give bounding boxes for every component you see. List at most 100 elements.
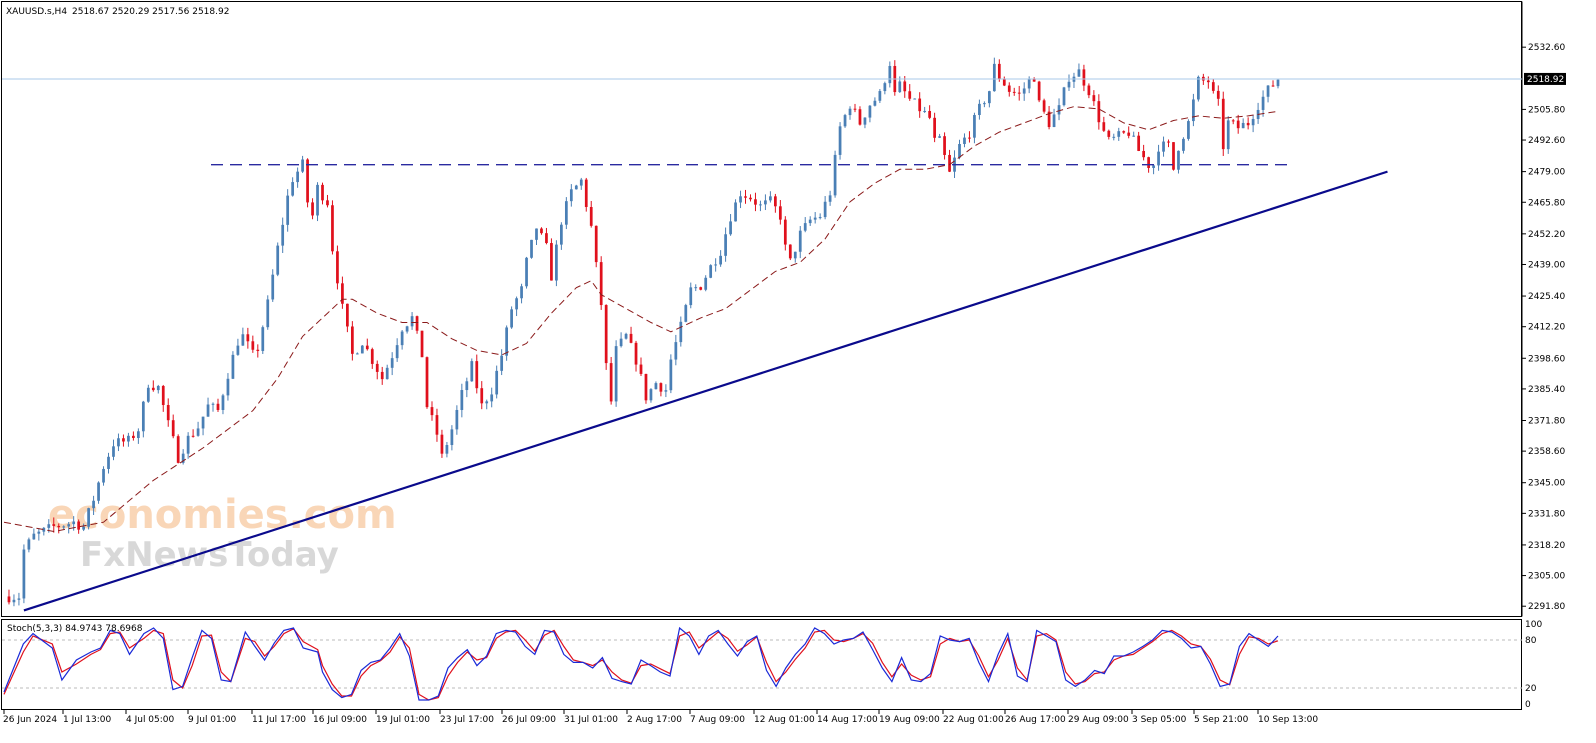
candle <box>1276 79 1280 89</box>
candle <box>769 191 772 203</box>
candle <box>530 239 533 259</box>
candle <box>793 251 797 263</box>
candle <box>1042 98 1046 114</box>
candle <box>1017 85 1021 101</box>
time-tick-label: 19 Aug 09:00 <box>879 715 940 725</box>
candle <box>136 428 140 444</box>
candle <box>1082 64 1086 92</box>
candle <box>27 537 31 553</box>
candle <box>1177 150 1180 174</box>
candle <box>171 414 175 439</box>
candle <box>843 113 847 128</box>
candle <box>1127 126 1131 139</box>
price-tick-label: 2318.20 <box>1528 541 1565 551</box>
candle <box>132 431 135 441</box>
candles-layer <box>7 57 1280 607</box>
candle <box>291 177 295 197</box>
candle <box>505 325 509 361</box>
candle <box>1107 129 1111 140</box>
candle <box>22 544 26 604</box>
candle <box>211 402 215 412</box>
candle <box>734 199 737 222</box>
candle <box>346 303 349 333</box>
candle <box>365 338 369 351</box>
candle <box>1241 118 1245 129</box>
stoch-level-label: 20 <box>1525 684 1537 694</box>
candle <box>350 321 354 361</box>
candle <box>201 416 205 436</box>
candle <box>614 340 618 407</box>
candle <box>764 194 767 211</box>
candle <box>908 84 912 101</box>
candle <box>261 325 265 354</box>
time-tick-label: 12 Aug 01:00 <box>754 715 815 725</box>
candle <box>62 525 66 530</box>
candle <box>241 327 245 346</box>
price-tick-label: 2465.80 <box>1528 198 1565 208</box>
candle <box>739 190 742 209</box>
candle <box>694 284 698 292</box>
time-tick-label: 4 Jul 05:00 <box>126 715 175 725</box>
candle <box>778 200 782 225</box>
candle <box>798 226 802 259</box>
candle <box>97 481 100 504</box>
candle <box>918 92 922 118</box>
candle <box>564 197 568 230</box>
candle <box>375 360 379 380</box>
candle <box>1221 91 1225 156</box>
candle <box>823 196 827 220</box>
candle <box>599 256 603 310</box>
candle <box>654 381 658 390</box>
candle <box>609 356 613 405</box>
candle <box>664 384 668 398</box>
candle <box>266 295 270 330</box>
stoch-pane-frame <box>1 619 1522 710</box>
candle <box>360 345 364 354</box>
candle <box>1122 130 1126 134</box>
candle <box>759 200 762 212</box>
candle <box>963 133 966 148</box>
candle <box>644 373 648 404</box>
stoch-level-label: 80 <box>1525 636 1537 646</box>
candle <box>151 380 155 392</box>
candle <box>102 466 105 486</box>
watermark-economies: economies.com <box>48 492 397 538</box>
candle <box>948 149 951 173</box>
candle <box>987 90 991 108</box>
candle <box>1192 93 1195 127</box>
candle <box>420 330 424 358</box>
candle <box>82 523 85 532</box>
candle <box>176 434 180 464</box>
candle <box>271 269 275 302</box>
candle <box>127 432 130 447</box>
time-tick-label: 10 Sep 13:00 <box>1258 715 1318 725</box>
candle <box>968 131 971 143</box>
candle <box>395 338 399 362</box>
candle <box>943 132 946 160</box>
candle <box>833 150 837 198</box>
price-tick-label: 2371.80 <box>1528 416 1565 426</box>
candle <box>141 400 145 438</box>
candle <box>67 521 71 534</box>
candle <box>37 528 41 541</box>
candle <box>1132 131 1136 137</box>
candle <box>704 275 708 292</box>
candle <box>619 332 623 348</box>
watermark-fxnewstoday: FxNewsToday <box>80 535 339 575</box>
price-tick-label: 2291.80 <box>1528 602 1565 612</box>
price-tick-label: 2345.00 <box>1528 479 1565 489</box>
candle <box>853 103 857 113</box>
candle <box>1216 85 1220 106</box>
candle <box>1211 79 1215 94</box>
candle <box>679 316 683 347</box>
support-trendline <box>23 170 1388 612</box>
candle <box>336 245 339 290</box>
candle <box>808 216 812 226</box>
candle <box>107 452 110 474</box>
candle <box>1012 87 1016 96</box>
candle <box>813 212 817 224</box>
candle <box>146 384 150 403</box>
candle <box>331 200 334 255</box>
time-tick-label: 29 Aug 09:00 <box>1068 715 1129 725</box>
